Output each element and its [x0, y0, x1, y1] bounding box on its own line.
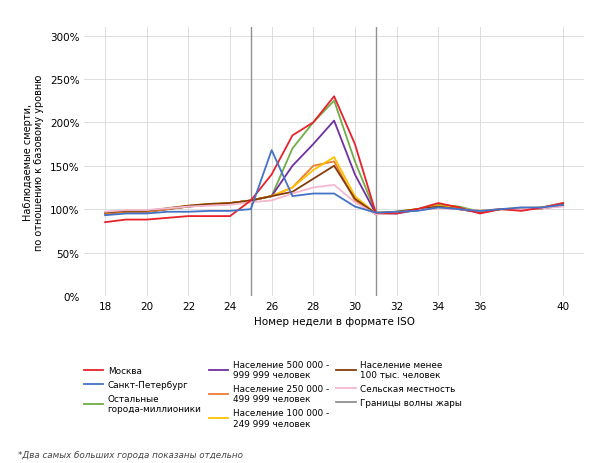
X-axis label: Номер недели в формате ISO: Номер недели в формате ISO [253, 317, 415, 327]
Legend: Москва, Санкт-Петербург, Остальные
города-миллионики, Население 500 000 -
999 99: Москва, Санкт-Петербург, Остальные город… [84, 360, 462, 428]
Text: *Два самых больших города показаны отдельно: *Два самых больших города показаны отдел… [18, 450, 243, 459]
Y-axis label: Наблюдаемые смерти,
по отношению к базовому уровню: Наблюдаемые смерти, по отношению к базов… [23, 74, 44, 250]
